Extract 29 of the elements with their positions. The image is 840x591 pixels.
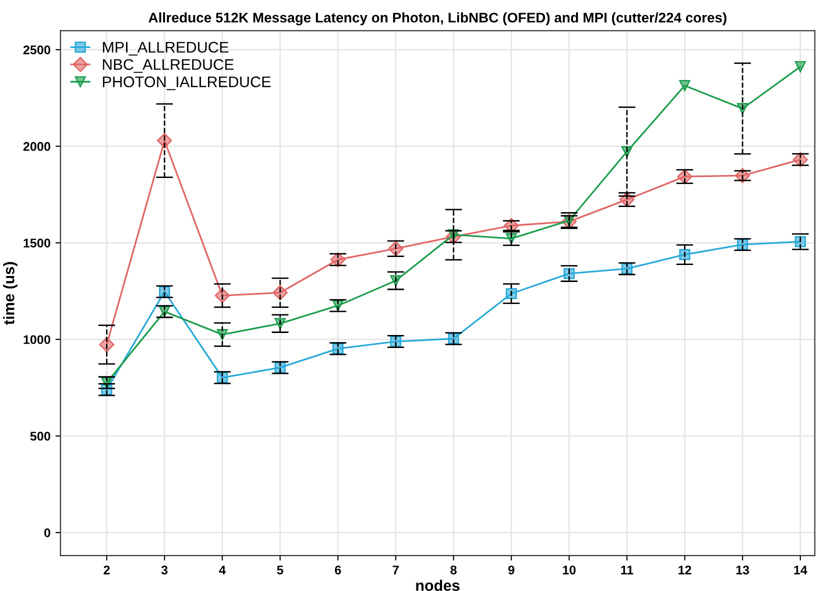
y-tick-label: 2500 bbox=[23, 45, 50, 54]
x-tick-label: 10 bbox=[562, 566, 576, 574]
x-tick-label: 5 bbox=[277, 566, 284, 574]
legend-label: PHOTON_IALLREDUCE bbox=[102, 76, 271, 90]
legend-label: MPI_ALLREDUCE bbox=[102, 42, 228, 56]
x-tick-label: 4 bbox=[219, 566, 226, 574]
y-tick-label: 0 bbox=[44, 528, 50, 538]
chart-title: Allreduce 512K Message Latency on Photon, LibNBC (OFED) and MPI (cutter/224 cores) bbox=[148, 12, 726, 26]
x-tick-label: 3 bbox=[161, 566, 168, 574]
x-axis-title: nodes bbox=[416, 580, 460, 591]
y-axis-title: time (us) bbox=[3, 262, 18, 325]
x-tick-label: 8 bbox=[450, 566, 457, 574]
point bbox=[156, 133, 172, 148]
y-tick-label: 1000 bbox=[24, 335, 50, 344]
y-tick-label: 1500 bbox=[24, 238, 50, 248]
x-tick-label: 12 bbox=[678, 566, 692, 574]
x-tick-label: 9 bbox=[508, 566, 514, 574]
legend-label: NBC_ALLREDUCE bbox=[102, 59, 234, 73]
y-tick-label: 500 bbox=[30, 432, 50, 441]
x-tick-label: 7 bbox=[392, 566, 399, 574]
x-tick-label: 2 bbox=[104, 566, 110, 574]
x-tick-label: 11 bbox=[621, 566, 634, 574]
x-tick-label: 13 bbox=[736, 566, 750, 574]
point bbox=[506, 288, 517, 300]
point bbox=[794, 61, 806, 72]
x-tick-label: 6 bbox=[334, 566, 341, 574]
y-tick-label: 2000 bbox=[23, 142, 50, 151]
point bbox=[679, 80, 690, 92]
x-tick-label: 14 bbox=[794, 566, 808, 574]
